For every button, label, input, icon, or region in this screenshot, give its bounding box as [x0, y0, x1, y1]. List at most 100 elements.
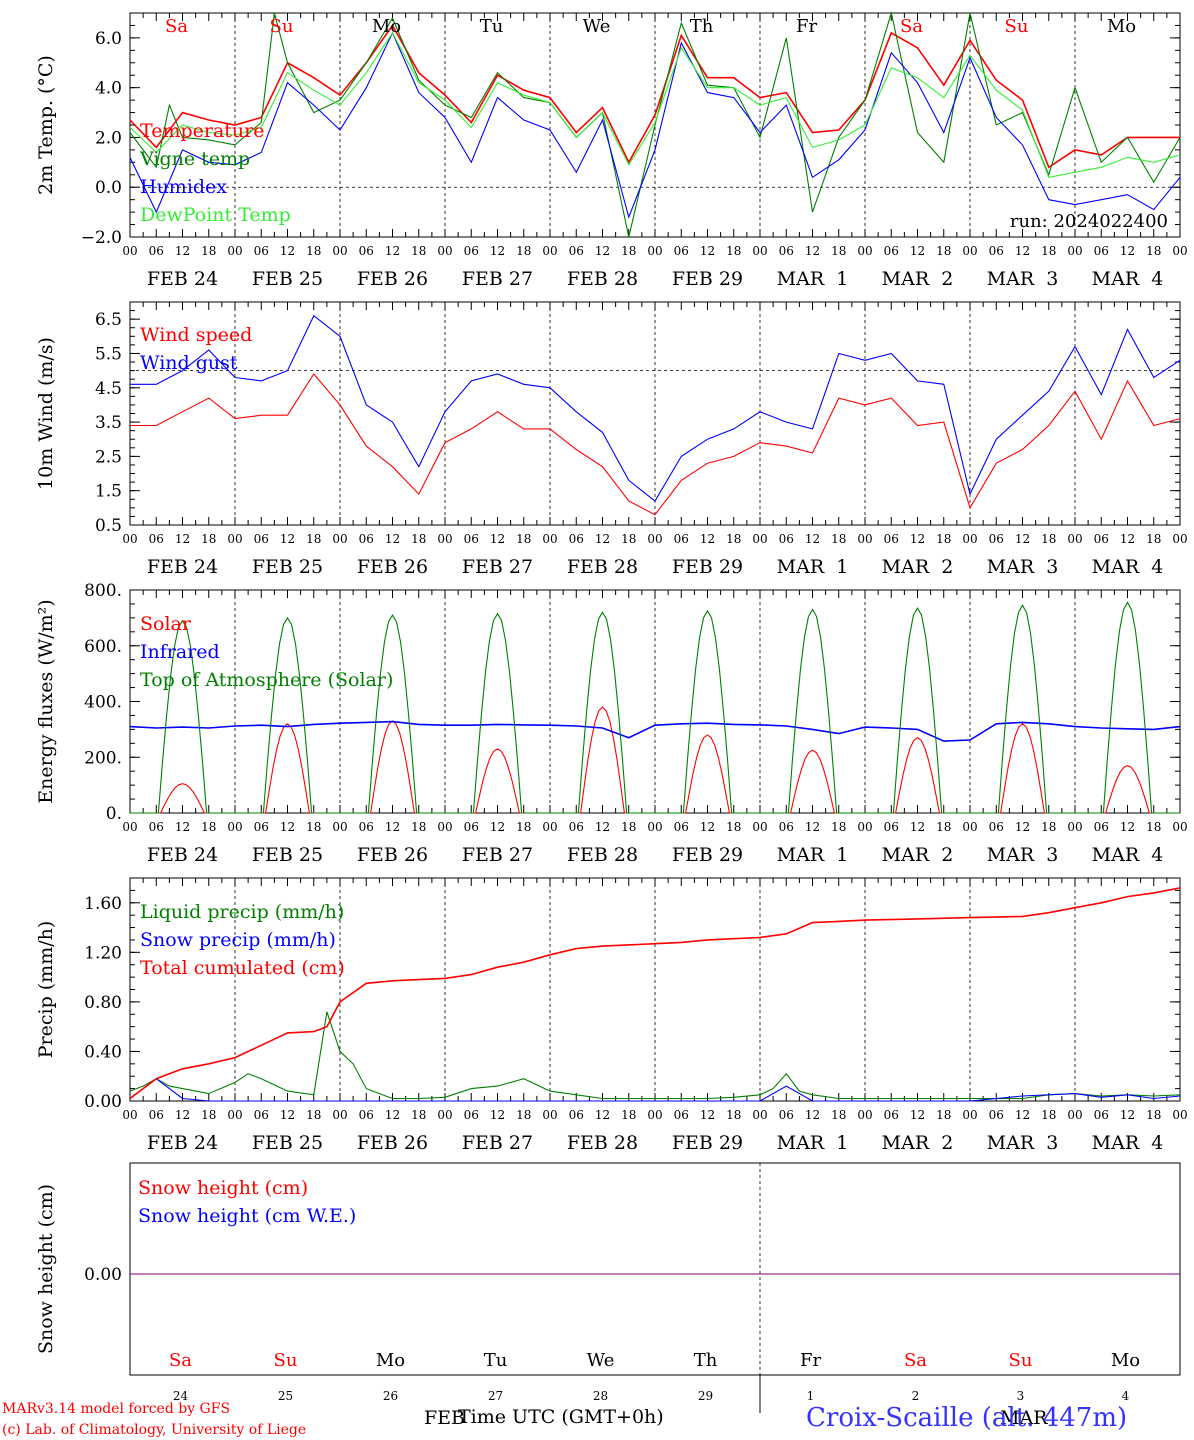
series-line-4	[129, 31, 1181, 178]
weekday-label: Mo	[376, 1350, 405, 1371]
hour-tick-label: 18	[201, 820, 216, 834]
series-line-1	[130, 373, 1181, 516]
date-label: FEB 29	[672, 844, 743, 866]
date-label: MAR 4	[1092, 268, 1164, 290]
date-label: FEB 28	[567, 844, 638, 866]
y-tick-label: 1.20	[84, 943, 122, 963]
weekday-label: Sa	[904, 1350, 927, 1371]
series-line-3	[129, 887, 1181, 1100]
day-number-label: 25	[278, 1389, 293, 1403]
hour-tick-label: 00	[227, 1108, 242, 1122]
date-label: MAR 1	[777, 556, 849, 578]
hour-tick-label: 18	[936, 532, 951, 546]
date-label: FEB 29	[672, 1132, 743, 1154]
hour-tick-label: 06	[464, 532, 479, 546]
day-number-label: 24	[173, 1389, 189, 1403]
hour-tick-label: 00	[752, 820, 767, 834]
hour-tick-label: 06	[674, 820, 689, 834]
hour-tick-label: 06	[884, 820, 899, 834]
hour-tick-label: 00	[542, 1108, 557, 1122]
date-label: FEB 26	[357, 844, 428, 866]
hour-tick-label: 00	[227, 244, 242, 258]
hour-tick-label: 00	[122, 1108, 137, 1122]
hour-tick-label: 12	[1015, 532, 1030, 546]
hour-tick-label: 06	[674, 1108, 689, 1122]
y-tick-label: 3.5	[95, 413, 122, 433]
series-line-3	[130, 601, 1180, 814]
weekday-label: Tu	[480, 16, 504, 37]
date-label: FEB 25	[252, 1132, 323, 1154]
date-label: FEB 26	[357, 268, 428, 290]
series-line-2	[129, 10, 1181, 238]
series-line-1	[129, 23, 1180, 169]
hour-tick-label: 06	[569, 1108, 584, 1122]
hour-tick-label: 00	[437, 820, 452, 834]
panel-3: 00 06 12 18 00 06 12 18 00 06 12 18 00 06 12 18 00 06 12 18…	[35, 581, 1188, 866]
hour-tick-label: 18	[1041, 532, 1056, 546]
hour-tick-label: 18	[831, 244, 846, 258]
legend-label: Top of Atmosphere (Solar)	[140, 669, 393, 691]
hour-tick-label: 12	[910, 1108, 925, 1122]
weekday-label: Th	[694, 1350, 718, 1371]
hour-tick-label: 06	[149, 244, 164, 258]
plot-frame	[129, 301, 1181, 526]
hour-tick-label: 06	[149, 1108, 164, 1122]
hour-tick-label: 00	[647, 820, 662, 834]
date-label: MAR 2	[882, 844, 954, 866]
date-label: MAR 3	[987, 1132, 1059, 1154]
hour-tick-label: 12	[490, 820, 505, 834]
hour-tick-label: 00	[1172, 532, 1187, 546]
date-label: FEB 25	[252, 844, 323, 866]
y-tick-label: 0.0	[95, 178, 122, 198]
y-tick-label: 6.5	[95, 310, 122, 330]
hour-tick-label: 12	[385, 820, 400, 834]
y-axis-title: 2m Temp. (°C)	[35, 55, 57, 195]
hour-tick-label: 18	[621, 1108, 636, 1122]
hour-tick-label: 00	[332, 820, 347, 834]
day-number-label: 2	[912, 1389, 920, 1403]
y-tick-label: 2.0	[95, 128, 122, 148]
hour-tick-label: 00	[542, 532, 557, 546]
hour-tick-label: 12	[700, 244, 715, 258]
hour-tick-label: 12	[805, 532, 820, 546]
hour-tick-label: 12	[175, 244, 190, 258]
credit-line-2: (c) Lab. of Climatology, University of L…	[2, 1422, 306, 1438]
hour-tick-label: 06	[1094, 820, 1109, 834]
weekday-label: Su	[1005, 16, 1029, 37]
hour-tick-label: 06	[464, 244, 479, 258]
hour-tick-label: 12	[385, 532, 400, 546]
hour-tick-label: 00	[1172, 244, 1187, 258]
hour-tick-label: 00	[857, 820, 872, 834]
hour-tick-label: 00	[647, 1108, 662, 1122]
hour-tick-label: 00	[437, 1108, 452, 1122]
hour-tick-label: 18	[306, 244, 321, 258]
hour-tick-label: 00	[1067, 1108, 1082, 1122]
hour-tick-label: 18	[936, 1108, 951, 1122]
weekday-label: Sa	[165, 16, 188, 37]
hour-tick-label: 06	[254, 1108, 269, 1122]
hour-tick-label: 06	[674, 532, 689, 546]
hour-tick-label: 06	[254, 820, 269, 834]
weekday-label: We	[587, 1350, 615, 1371]
hour-tick-label: 18	[201, 1108, 216, 1122]
day-number-label: 1	[807, 1389, 815, 1403]
hour-tick-label: 18	[411, 1108, 426, 1122]
hour-tick-label: 12	[280, 532, 295, 546]
weekday-label: Sa	[169, 1350, 192, 1371]
hour-tick-label: 06	[149, 532, 164, 546]
legend-label: Vigne temp	[139, 148, 250, 170]
hour-tick-label: 12	[805, 820, 820, 834]
station-name: Croix-Scaille (alt. 447m)	[806, 1403, 1127, 1433]
plot-frame	[129, 1162, 1181, 1376]
hour-tick-label: 18	[201, 244, 216, 258]
date-label: FEB 28	[567, 268, 638, 290]
y-tick-label: 6.0	[95, 29, 122, 49]
hour-tick-label: 18	[621, 532, 636, 546]
day-number-label: 3	[1017, 1389, 1025, 1403]
hour-tick-label: 18	[306, 1108, 321, 1122]
hour-tick-label: 00	[857, 244, 872, 258]
weekday-label: Su	[274, 1350, 298, 1371]
hour-tick-label: 00	[437, 532, 452, 546]
day-number-label: 28	[593, 1389, 608, 1403]
y-tick-label: 1.5	[95, 482, 122, 502]
